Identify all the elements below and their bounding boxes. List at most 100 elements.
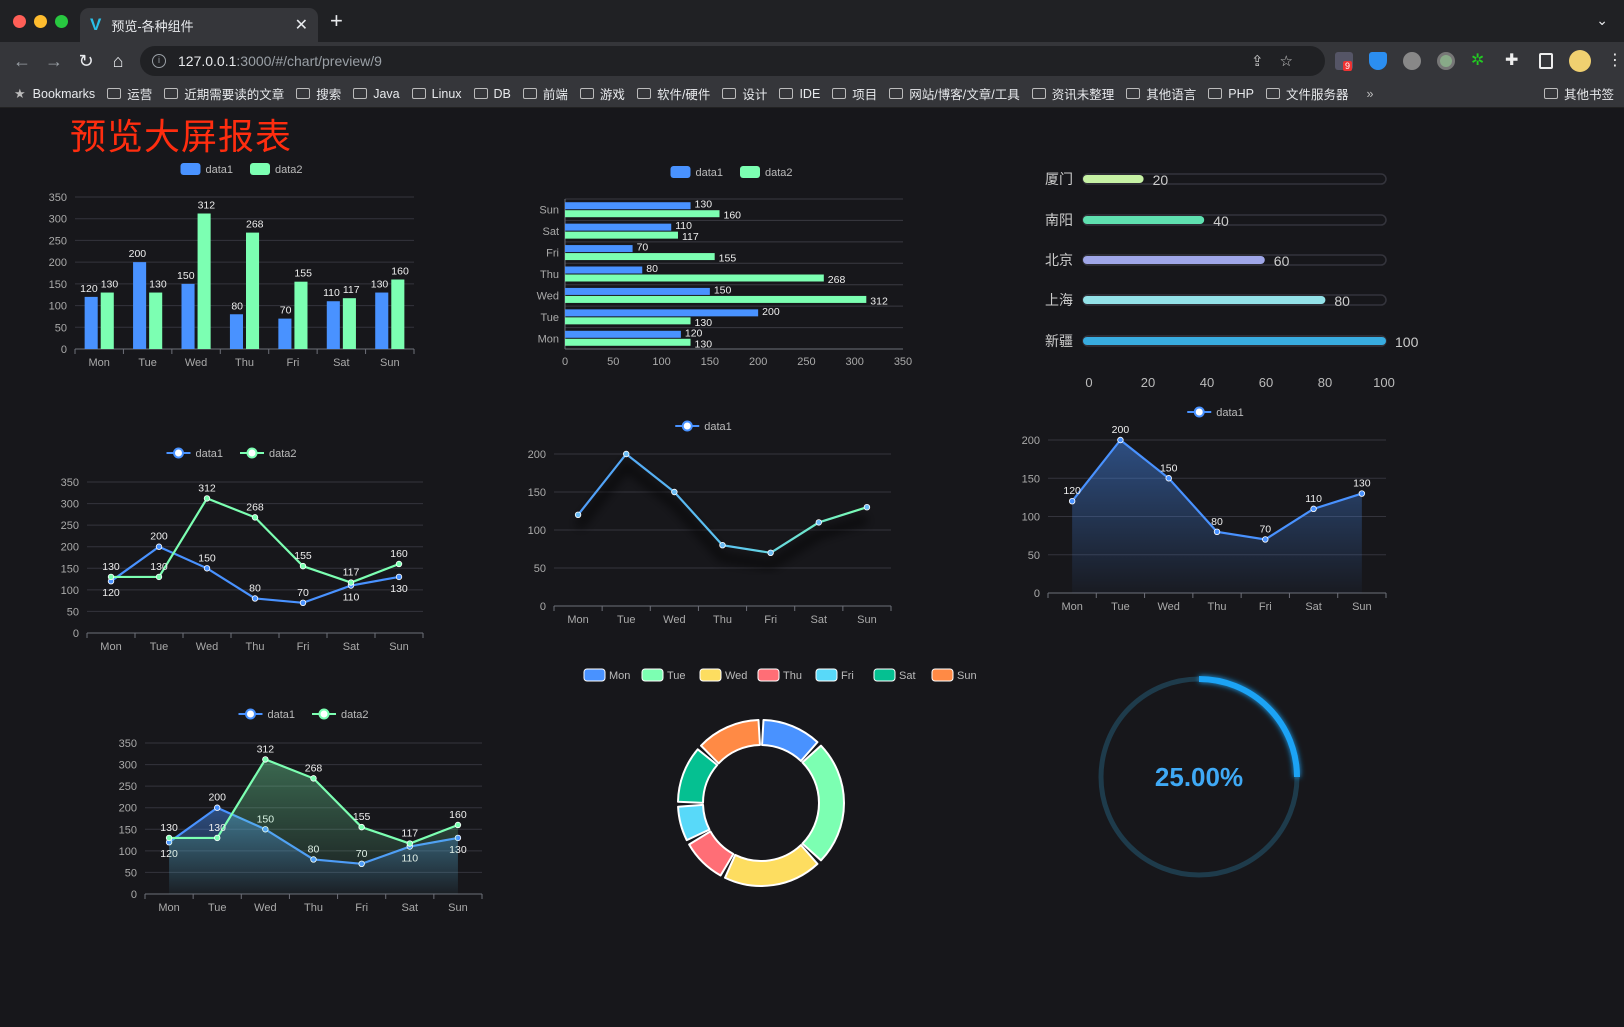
bar-data2[interactable] [565,210,720,218]
bookmarks-apps[interactable]: ★ Bookmarks [14,86,95,102]
bar-data1[interactable] [326,301,340,349]
bar-data1[interactable] [565,202,691,210]
gem-extension-icon[interactable] [1369,52,1387,70]
site-info-icon[interactable]: i [152,54,166,68]
bar-data1[interactable] [181,283,195,349]
address-bar[interactable]: i 127.0.0.1:3000/#/chart/preview/9 ⇪☆ [140,46,1325,76]
bookmark-folder[interactable]: 近期需要读的文章 [164,84,284,103]
pie-slice-Tue[interactable] [801,744,845,862]
data-label: 312 [257,743,275,755]
bar-data2[interactable] [342,298,356,349]
bar-data2[interactable] [391,279,405,349]
bar-data2[interactable] [246,232,260,349]
bar-data1[interactable] [565,266,643,274]
back-icon[interactable]: ← [13,50,31,71]
home-icon[interactable]: ⌂ [112,50,124,71]
bar-data1[interactable] [84,296,98,349]
data-label: 160 [449,809,467,821]
pie-slice-Fri[interactable] [677,803,711,842]
bar-data2[interactable] [197,213,211,349]
bar-data1[interactable] [565,223,672,231]
side-panel-icon[interactable] [1539,53,1553,69]
star-extension-icon[interactable]: ✲ [1471,52,1485,69]
bookmark-folder[interactable]: 网站/博客/文章/工具 [889,84,1020,103]
legend-item-data2[interactable]: data2 [740,166,793,179]
forward-icon[interactable]: → [45,50,63,71]
puzzle-extensions-icon[interactable]: ✚ [1505,52,1519,69]
bar-data1[interactable] [375,292,389,349]
bookmark-folder[interactable]: 软件/硬件 [636,84,710,103]
pie-slice-Wed[interactable] [723,844,819,887]
other-bookmarks[interactable]: 其他书签 [1532,84,1614,103]
bar-data1[interactable] [278,318,292,349]
bookmark-folder[interactable]: 文件服务器 [1265,84,1348,103]
legend-item-data1[interactable]: data1 [675,420,732,433]
legend-item-data1[interactable]: data1 [180,163,234,176]
legend-item-data1[interactable]: data1 [166,447,224,460]
bar-data1[interactable] [229,314,243,349]
legend-item-data2[interactable]: data2 [312,708,369,721]
y-tick-label: 150 [528,487,546,499]
bookmark-folder[interactable]: 设计 [722,84,767,103]
legend-item-Tue[interactable]: Tue [641,668,686,682]
bar-data2[interactable] [565,253,715,261]
bar-data1[interactable] [565,245,633,253]
bar-data1[interactable] [565,287,710,295]
bookmark-folder[interactable]: PHP [1208,84,1254,103]
bar-data2[interactable] [294,281,308,349]
bar-data2[interactable] [565,338,691,346]
close-window-button[interactable] [13,15,26,28]
legend-item-Sat[interactable]: Sat [873,668,916,682]
bar-data1[interactable] [565,309,759,317]
more-bookmarks-button[interactable]: » [1366,86,1374,101]
bookmark-folder[interactable]: DB [473,84,511,103]
bookmark-folder[interactable]: 项目 [832,84,877,103]
bookmark-folder[interactable]: Java [353,84,400,103]
legend-item-Fri[interactable]: Fri [815,668,854,682]
legend-item-data2[interactable]: data2 [240,447,297,460]
share-icon[interactable]: ⇪ [1250,53,1280,70]
new-tab-button[interactable]: + [330,8,343,33]
bookmark-folder[interactable]: IDE [779,84,820,103]
pie-slice-Sat[interactable] [677,748,719,804]
bookmark-folder[interactable]: Linux [411,84,462,103]
pie-slice-Sun[interactable] [700,719,761,765]
tab-search-chevron-icon[interactable]: ⌄ [1596,12,1608,28]
legend-item-data1[interactable]: data1 [670,166,724,179]
pie-slice-Thu[interactable] [688,830,735,877]
browser-tab[interactable]: V 预览-各种组件 ✕ [80,8,318,42]
minimize-window-button[interactable] [34,15,47,28]
bar-data1[interactable] [565,330,681,338]
bar-data1[interactable] [133,262,147,349]
bookmark-folder[interactable]: 运营 [107,84,152,103]
bar-data2[interactable] [149,292,163,349]
legend-item-Wed[interactable]: Wed [699,668,747,682]
bookmark-folder[interactable]: 其他语言 [1126,84,1196,103]
bookmark-folder[interactable]: 游戏 [579,84,625,103]
legend-item-Mon[interactable]: Mon [583,668,630,682]
extension-icon[interactable]: 9 [1335,52,1353,71]
legend-item-data1[interactable]: data1 [1187,406,1244,419]
bar-data2[interactable] [565,317,691,325]
legend-item-Sun[interactable]: Sun [931,668,977,682]
bar-data2[interactable] [565,231,678,239]
close-tab-icon[interactable]: ✕ [294,17,308,34]
reload-icon[interactable]: ↻ [78,50,94,71]
bar-data2[interactable] [100,292,114,349]
pie-slice-Mon[interactable] [761,719,819,762]
zoom-window-button[interactable] [55,15,68,28]
bookmark-folder[interactable]: 前端 [522,84,568,103]
command-extension-icon[interactable] [1403,52,1421,70]
bar-data2[interactable] [565,295,867,303]
bar-data2[interactable] [565,274,824,282]
bookmark-folder[interactable]: 资讯未整理 [1031,84,1114,103]
record-extension-icon[interactable] [1437,52,1455,70]
legend-item-data2[interactable]: data2 [250,163,303,176]
menu-kebab-icon[interactable]: ⋮ [1607,52,1623,69]
profile-avatar[interactable] [1569,50,1591,72]
legend-item-Thu[interactable]: Thu [757,668,802,682]
y-tick-label: 100 [119,846,137,858]
legend-item-data1[interactable]: data1 [238,708,296,721]
bookmark-star-icon[interactable]: ☆ [1279,53,1309,70]
bookmark-folder[interactable]: 搜索 [296,84,341,103]
